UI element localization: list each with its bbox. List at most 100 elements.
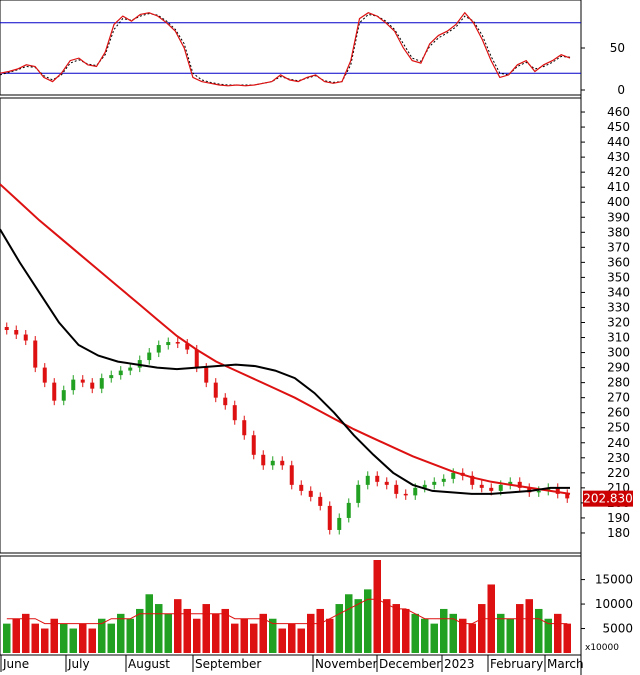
volume-bar [259,613,267,653]
price-candle [204,367,209,383]
price-candle [14,330,19,335]
price-tick-label: 460 [607,105,630,119]
volume-bar [373,560,381,653]
volume-bar [12,618,20,653]
last-price-box [583,490,633,507]
price-tick-label: 180 [607,526,630,540]
price-candle [479,484,484,488]
price-candle [23,334,28,341]
price-candle [536,490,541,493]
price-candle [470,475,475,485]
price-tick-label: 320 [607,315,630,329]
price-candle [118,370,123,376]
price-candle [232,405,237,421]
price-candle [318,496,323,506]
price-candle [337,517,342,530]
price-tick-label: 380 [607,225,630,239]
volume-bar [525,599,533,653]
price-candle [489,487,494,491]
price-candle [346,502,351,518]
price-tick-label: 400 [607,195,630,209]
price-candle [327,505,332,530]
volume-bar [60,623,68,653]
volume-bar [326,618,334,653]
volume-bar [50,618,58,653]
price-tick-label: 240 [607,436,630,450]
price-tick-label: 290 [607,361,630,375]
price-candle [156,345,161,353]
stoch-tick-label: 0 [617,83,625,97]
volume-bar [31,623,39,653]
volume-bar [231,623,239,653]
volume-bar [402,608,410,653]
volume-bar [516,604,524,653]
volume-bar [411,613,419,653]
volume-bar [345,594,353,653]
volume-bar [269,618,277,653]
volume-bar [497,613,505,653]
volume-bar [563,623,571,653]
price-candle [403,493,408,496]
price-tick-label: 220 [607,466,630,480]
price-candle [299,484,304,491]
stoch-k-line [0,11,571,87]
volume-bar [126,618,134,653]
price-candle [517,481,522,488]
volume-bar [459,618,467,653]
volume-bar [164,613,172,653]
volume-bar [307,613,315,653]
volume-bar [98,618,106,653]
volume-bar [79,623,87,653]
price-candle [71,379,76,391]
price-candle [365,475,370,485]
volume-bar [136,608,144,653]
volume-bar [183,608,191,653]
volume-bar [155,604,163,653]
volume-bar [354,599,362,653]
volume-bar [449,613,457,653]
month-label: November [315,657,377,671]
volume-bar [535,608,543,653]
price-candle [99,378,104,389]
price-candle [33,340,38,368]
price-tick-label: 450 [607,120,630,134]
volume-bar [278,628,286,653]
month-label: 2023 [444,657,475,671]
price-candle [394,484,399,494]
price-candle [413,487,418,496]
volume-bar [69,628,77,653]
volume-bar [440,608,448,653]
volume-bar [250,623,258,653]
volume-bar [117,613,125,653]
volume-bar [392,604,400,653]
volume-bar [212,613,220,653]
price-candle [261,454,266,466]
price-tick-label: 330 [607,300,630,314]
price-tick-label: 280 [607,376,630,390]
price-tick-label: 420 [607,165,630,179]
volume-unit-label: x10000 [585,643,619,653]
volume-bar [430,623,438,653]
price-candle [4,327,9,331]
price-candle [375,475,380,482]
price-tick-label: 250 [607,421,630,435]
price-tick-label: 360 [607,255,630,269]
month-label: July [67,657,90,671]
volume-bar [221,608,229,653]
volume-bar [421,618,429,653]
price-candle [42,367,47,383]
price-candle [185,343,190,350]
price-candle [166,342,171,346]
price-candle [251,435,256,455]
volume-bar [478,604,486,653]
price-candle [546,487,551,491]
price-candle [422,484,427,488]
volume-bar [193,618,201,653]
volume-bar [107,623,115,653]
price-candle [289,465,294,485]
price-tick-label: 270 [607,391,630,405]
price-candle [128,367,133,371]
price-tick-label: 340 [607,285,630,299]
volume-bar [544,618,552,653]
